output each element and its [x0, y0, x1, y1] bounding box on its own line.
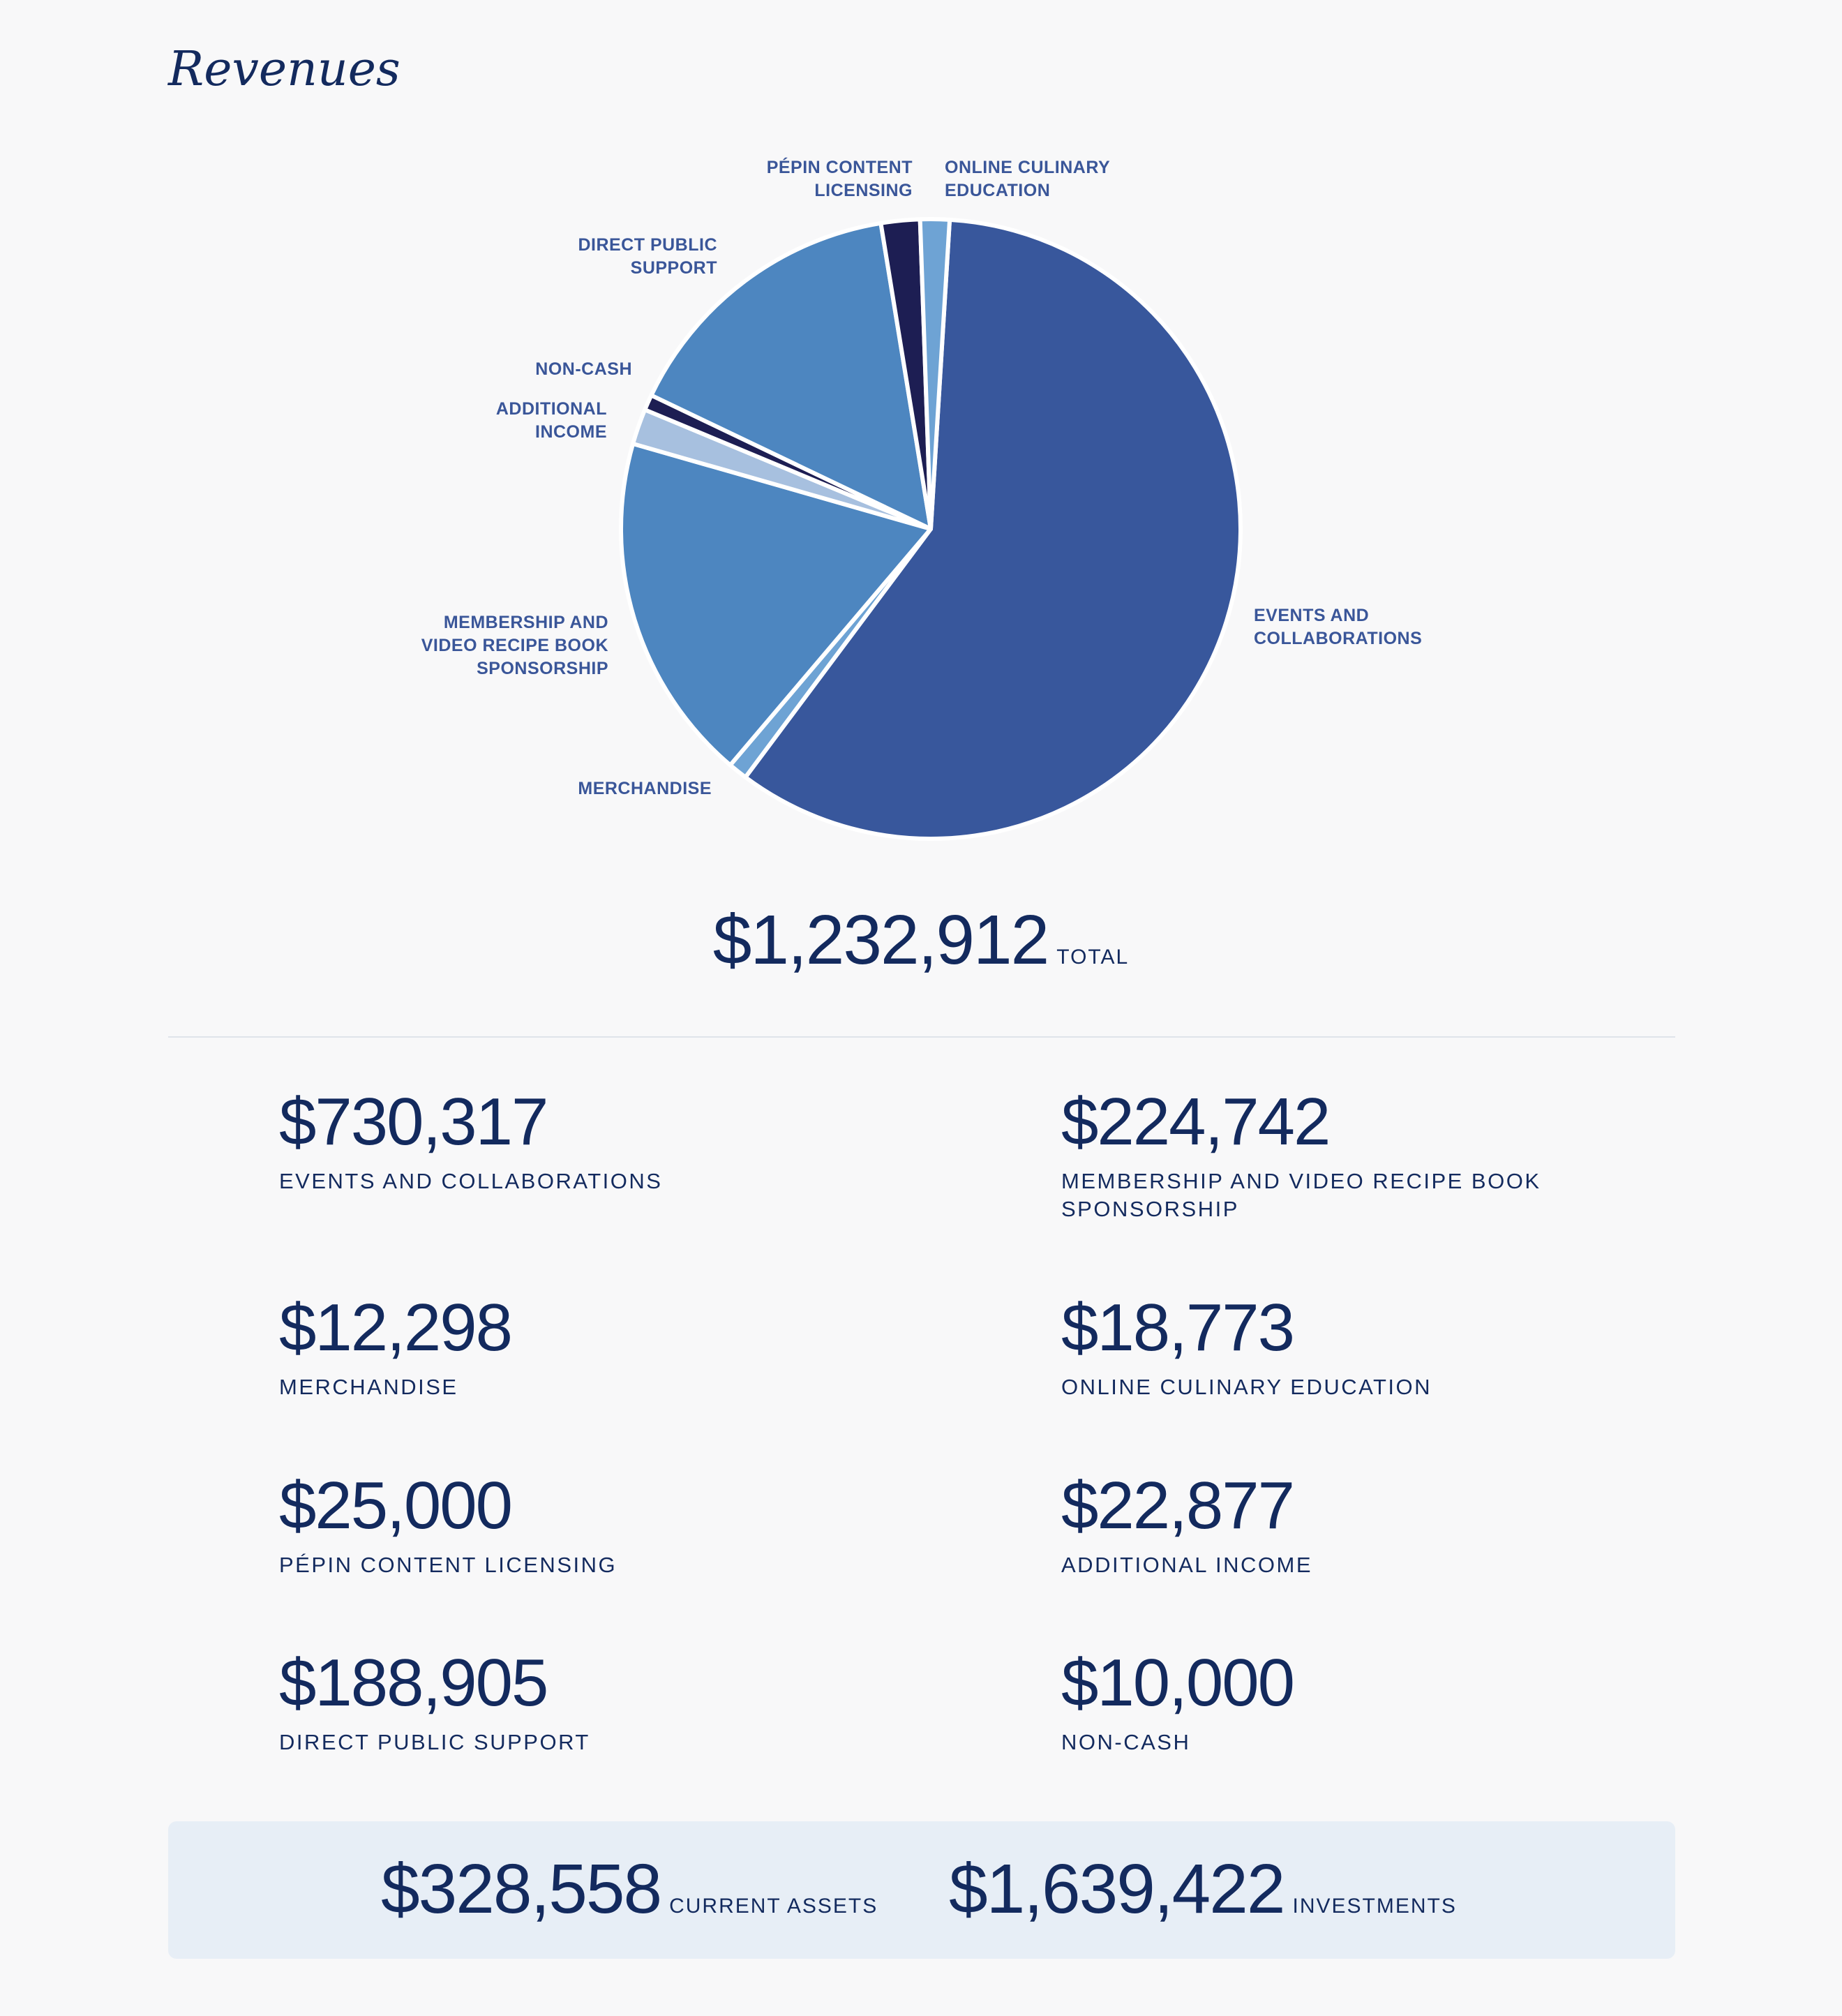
- item-label: DIRECT PUBLIC SUPPORT: [279, 1730, 590, 1754]
- current-assets-value: $328,558: [381, 1850, 662, 1928]
- pie-label-merchandise: MERCHANDISE: [578, 779, 712, 798]
- item-value: $188,905: [279, 1645, 548, 1720]
- pie-label-non-cash: NON-CASH: [535, 359, 632, 379]
- item-label: MERCHANDISE: [279, 1375, 458, 1399]
- revenue-item-direct-public-support: $188,905 DIRECT PUBLIC SUPPORT: [279, 1645, 907, 1756]
- item-label: NON-CASH: [1061, 1730, 1191, 1754]
- pie-label-direct-public-support: DIRECT PUBLIC SUPPORT: [578, 235, 717, 278]
- total-value: $1,232,912: [712, 901, 1049, 979]
- pie-slice-membership-and-video-recipe-book-sponsorship: [618, 441, 933, 768]
- assets-panel: $328,558 CURRENT ASSETS $1,639,422 INVESTM…: [168, 1821, 1675, 1959]
- item-value: $22,877: [1061, 1468, 1295, 1543]
- pie-slice-online-culinary-education: [918, 217, 952, 531]
- item-value: $10,000: [1061, 1645, 1295, 1720]
- item-value: $224,742: [1061, 1084, 1331, 1159]
- item-label: PÉPIN CONTENT LICENSING: [279, 1553, 617, 1577]
- item-label: EVENTS AND COLLABORATIONS: [279, 1169, 663, 1193]
- revenue-item-merchandise: $12,298 MERCHANDISE: [279, 1290, 907, 1401]
- pie-slice-direct-public-support: [649, 221, 933, 531]
- current-assets-label: CURRENT ASSETS: [669, 1895, 878, 1918]
- investments-label: INVESTMENTS: [1292, 1895, 1457, 1918]
- item-label: ONLINE CULINARY EDUCATION: [1061, 1375, 1432, 1399]
- total-label: TOTAL: [1056, 946, 1130, 969]
- revenue-pie-chart: [618, 217, 1243, 841]
- pie-label-online-culinary-education: ONLINE CULINARY EDUCATION: [945, 158, 1111, 200]
- item-label: MEMBERSHIP AND VIDEO RECIPE BOOK SPONSOR…: [1061, 1169, 1541, 1221]
- item-value: $25,000: [279, 1468, 513, 1543]
- revenue-item-pepin-licensing: $25,000 PÉPIN CONTENT LICENSING: [279, 1468, 907, 1579]
- pie-label-additional-income: ADDITIONAL INCOME: [495, 399, 607, 442]
- investments: $1,639,422 INVESTMENTS: [949, 1849, 1457, 1929]
- item-value: $730,317: [279, 1084, 548, 1159]
- current-assets: $328,558 CURRENT ASSETS: [381, 1849, 878, 1929]
- revenue-item-membership: $224,742 MEMBERSHIP AND VIDEO RECIPE BOO…: [1061, 1084, 1689, 1223]
- revenue-item-additional-income: $22,877 ADDITIONAL INCOME: [1061, 1468, 1689, 1579]
- revenue-item-online-education: $18,773 ONLINE CULINARY EDUCATION: [1061, 1290, 1689, 1401]
- total-revenue: $1,232,912 TOTAL: [0, 900, 1842, 980]
- page-title: Revenues: [168, 42, 400, 97]
- divider: [168, 1036, 1675, 1038]
- item-value: $12,298: [279, 1290, 513, 1365]
- pie-label-pepin-content-licensing: PÉPIN CONTENT LICENSING: [766, 158, 913, 200]
- pie-label-membership: MEMBERSHIP AND VIDEO RECIPE BOOK SPONSOR…: [421, 613, 608, 678]
- item-label: ADDITIONAL INCOME: [1061, 1553, 1312, 1577]
- investments-value: $1,639,422: [949, 1850, 1285, 1928]
- revenue-item-events: $730,317 EVENTS AND COLLABORATIONS: [279, 1084, 907, 1195]
- pie-slice-events-and-collaborations: [743, 217, 1243, 841]
- revenue-item-non-cash: $10,000 NON-CASH: [1061, 1645, 1689, 1756]
- pie-label-events-and-collaborations: EVENTS AND COLLABORATIONS: [1254, 606, 1423, 648]
- item-value: $18,773: [1061, 1290, 1295, 1365]
